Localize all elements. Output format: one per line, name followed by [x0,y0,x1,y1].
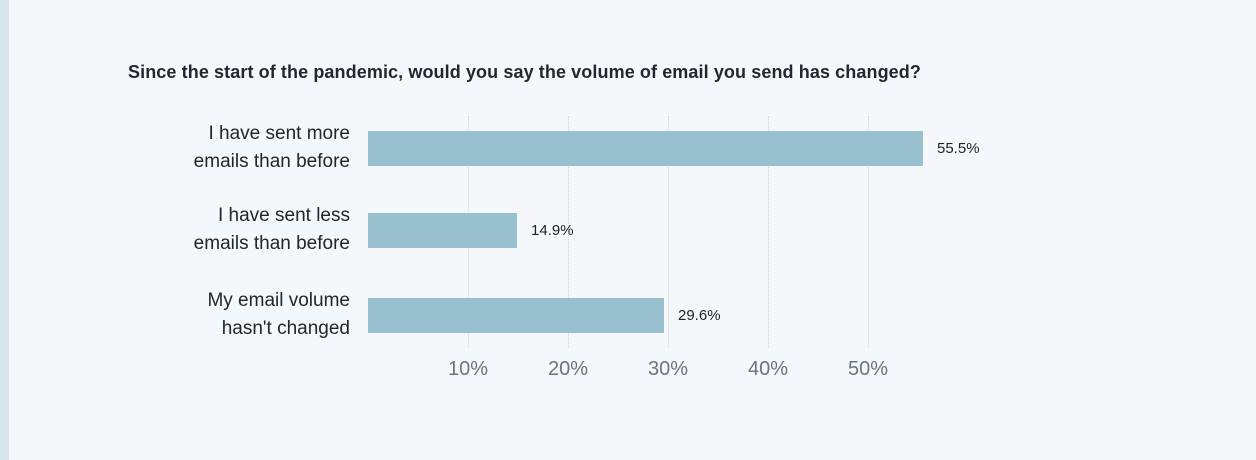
x-axis-tick-label: 30% [647,358,689,380]
bar-row: I have sent more emails than before 55.5… [0,123,1256,172]
category-label-line: I have sent more [208,123,350,144]
left-accent-stripe [0,0,9,460]
gridline-20pct [568,116,569,348]
bar-row: My email volume hasn't changed 29.6% [0,290,1256,339]
gridline-30pct [668,116,669,348]
x-axis-tick-label: 50% [847,358,889,380]
category-label: I have sent less emails than before [100,202,350,258]
gridline-50pct [868,116,869,348]
chart-title: Since the start of the pandemic, would y… [128,62,921,82]
category-label-line: My email volume [207,290,350,311]
bar [368,213,517,248]
bar-value-label: 14.9% [531,222,574,239]
bar-value-label: 29.6% [678,307,721,324]
category-label-line: emails than before [193,233,350,254]
gridline-40pct [768,116,769,348]
bar [368,131,923,166]
bar-row: I have sent less emails than before 14.9… [0,205,1256,254]
bar-value-label: 55.5% [937,140,980,157]
category-label-line: I have sent less [217,205,350,226]
category-label-line: emails than before [193,151,350,172]
x-axis-tick-label: 10% [447,358,489,380]
x-axis-tick-label: 20% [547,358,589,380]
category-label-line: hasn't changed [221,318,350,339]
category-label: I have sent more emails than before [100,120,350,176]
x-axis-tick-label: 40% [747,358,789,380]
bar [368,298,664,333]
category-label: My email volume hasn't changed [100,287,350,343]
